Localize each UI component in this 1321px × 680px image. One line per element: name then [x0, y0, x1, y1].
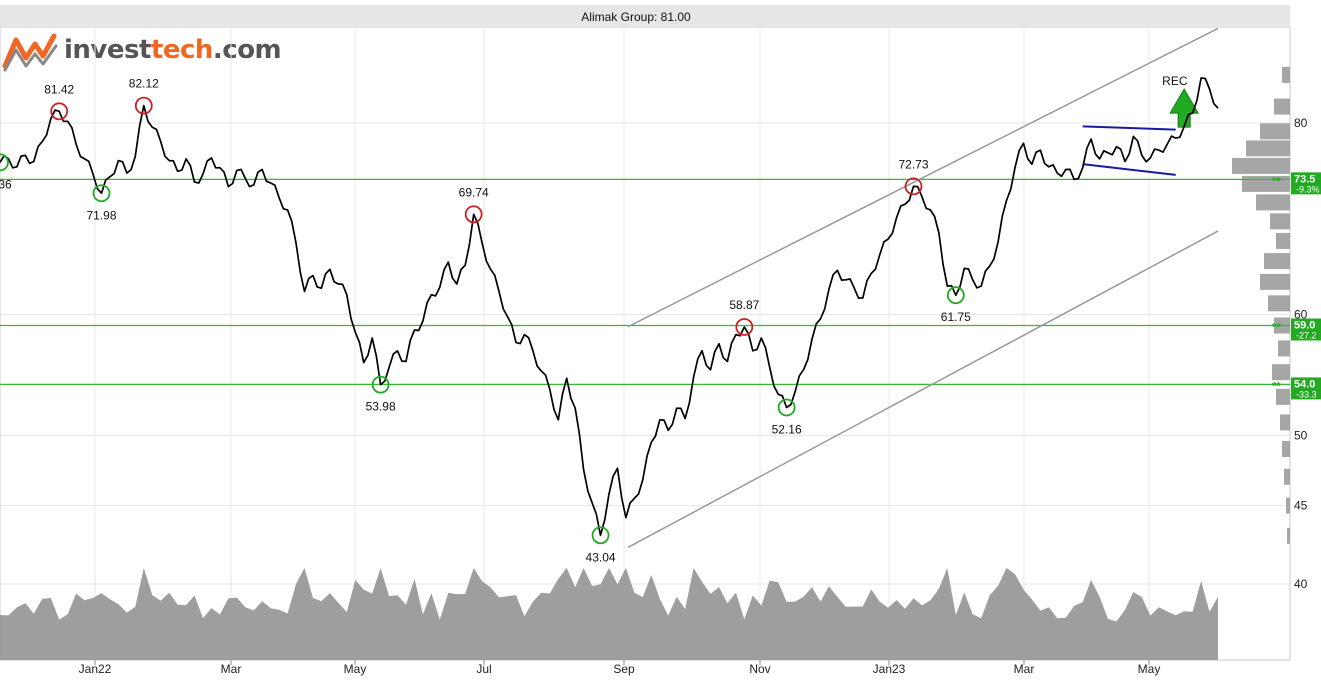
- bottom-marker: [591, 526, 610, 545]
- support-label-box: [1291, 318, 1321, 341]
- buy-arrow-icon: [1169, 88, 1200, 128]
- x-tick-label: Sep: [613, 662, 635, 676]
- marker-label: 69.74: [459, 185, 489, 199]
- histogram-bar: [1242, 175, 1290, 192]
- rect-pattern-top: [1082, 125, 1176, 131]
- plot-frame: [0, 26, 1291, 661]
- support-label-box: [1291, 172, 1321, 195]
- marker-label: 71.98: [86, 208, 116, 222]
- x-tick-label: Jul: [476, 662, 491, 676]
- trend-channel-upper: [627, 27, 1219, 328]
- y-tick-label: 40: [1294, 577, 1308, 591]
- bottom-marker: [92, 184, 111, 203]
- marker-label: 61.75: [941, 310, 971, 324]
- histogram-bar: [1246, 140, 1290, 157]
- marker-label: 72.73: [898, 157, 928, 171]
- price-series-layer: [0, 77, 1219, 537]
- histogram-bar: [1256, 194, 1290, 211]
- histogram-bar: [1287, 527, 1290, 544]
- y-tick-label: 45: [1294, 499, 1308, 513]
- histogram-bar: [1272, 364, 1290, 381]
- bottom-marker: [371, 375, 390, 394]
- price-line: [0, 77, 1219, 537]
- histogram-bar: [1282, 66, 1290, 83]
- support-marker: **: [1272, 175, 1281, 187]
- histogram-bar: [1278, 340, 1290, 357]
- bottom-marker: [777, 398, 796, 417]
- x-tick-label: Nov: [749, 662, 770, 676]
- histogram-bar: [1264, 253, 1290, 270]
- x-tick-label: May: [344, 662, 367, 676]
- top-marker: [464, 205, 483, 224]
- support-marker: **: [1272, 322, 1281, 334]
- histogram-bar: [1260, 123, 1290, 140]
- support-pct: -33.3: [1296, 389, 1317, 399]
- support-lines-layer: ** 73.5-9.3% ** 59.0-27.2 ** 54.0-33.3: [0, 172, 1321, 400]
- histogram-bar: [1232, 157, 1290, 174]
- x-tick-label: May: [1138, 662, 1161, 676]
- support-label-box: [1291, 377, 1321, 400]
- trend-channel-lower: [627, 230, 1219, 549]
- support-marker: **: [1272, 380, 1281, 392]
- histogram-bar: [1274, 98, 1290, 115]
- marker-label: 81.42: [44, 82, 74, 96]
- support-label: 59.0: [1294, 320, 1315, 332]
- histogram-bar: [1286, 497, 1290, 514]
- grid-layer: [0, 26, 1291, 661]
- histogram-bar: [1284, 468, 1290, 485]
- y-tick-label: 50: [1294, 429, 1308, 443]
- histogram-bar: [1276, 388, 1290, 405]
- volume-layer: [0, 568, 1218, 660]
- x-tick-label: Mar: [1014, 662, 1035, 676]
- support-pct: -9.3%: [1296, 184, 1320, 194]
- bottom-marker: [0, 153, 9, 172]
- marker-label: 5.36: [0, 177, 12, 191]
- support-pct: -27.2: [1296, 331, 1317, 341]
- histogram-bar: [1270, 213, 1290, 230]
- title-layer: Alimak Group: 81.00: [0, 5, 1290, 27]
- rect-pattern-bottom: [1082, 163, 1176, 176]
- markers-layer: 81.42 71.98 82.12 5.36 53.98 69.74 43.04 58.87 5…: [0, 77, 971, 564]
- marker-label: 53.98: [366, 400, 396, 414]
- marker-label: 82.12: [129, 77, 159, 91]
- top-marker: [735, 318, 754, 336]
- bottom-marker: [946, 286, 965, 305]
- x-tick-label: Jan23: [873, 662, 906, 676]
- price-histogram-layer: [1232, 66, 1290, 544]
- y-tick-label: 60: [1294, 307, 1308, 321]
- histogram-bar: [1282, 441, 1290, 458]
- top-marker: [904, 177, 923, 196]
- marker-label: 52.16: [772, 422, 802, 436]
- logo-text-com: .com: [212, 35, 282, 65]
- axes-layer: 40 45 50 60 80 Jan22 Mar May Jul Sep Nov Jan23 Mar Ma…: [79, 116, 1308, 676]
- x-tick-label: Mar: [221, 662, 242, 676]
- chart-title: Alimak Group: 81.00: [581, 10, 691, 24]
- trend-channel-layer: REC: [627, 27, 1219, 549]
- histogram-bar: [1276, 232, 1290, 249]
- top-marker: [134, 96, 153, 115]
- logo-mark-icon: [2, 33, 58, 72]
- support-label: 73.5: [1294, 173, 1315, 185]
- top-marker: [50, 102, 69, 121]
- histogram-bar: [1280, 414, 1290, 431]
- volume-area: [0, 568, 1218, 660]
- y-tick-label: 80: [1294, 116, 1308, 130]
- marker-label: 58.87: [729, 298, 759, 312]
- logo-text-invest: invest: [64, 35, 151, 65]
- histogram-bar: [1268, 295, 1290, 312]
- marker-label: 43.04: [586, 550, 616, 564]
- support-label: 54.0: [1294, 378, 1315, 390]
- logo-text: investtech.com: [64, 35, 282, 65]
- logo-text-tech: tech: [150, 35, 213, 65]
- x-tick-label: Jan22: [79, 662, 112, 676]
- rec-label: REC: [1162, 74, 1188, 88]
- title-bar: [0, 5, 1290, 27]
- histogram-bar: [1260, 273, 1290, 290]
- investtech-logo: investtech.com: [2, 28, 282, 72]
